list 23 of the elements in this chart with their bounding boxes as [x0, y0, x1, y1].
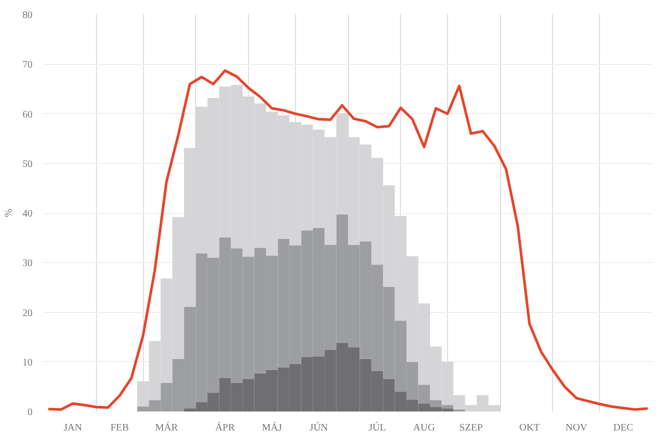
y-tick-label: 80 — [22, 10, 32, 21]
x-tick-label: JAN — [64, 422, 82, 434]
x-tick-label: DEC — [613, 422, 634, 434]
x-tick-label: JÚN — [310, 422, 328, 434]
y-tick-label: 50 — [22, 158, 32, 170]
x-tick-label: JÚL — [368, 422, 386, 434]
x-tick-label: SZEP — [459, 422, 484, 434]
x-tick-label: MÁJ — [262, 422, 282, 434]
y-axis-title: % — [4, 208, 14, 218]
x-tick-label: NOV — [566, 422, 588, 434]
x-tick-label: ÁPR — [215, 422, 236, 434]
y-tick-label: 30 — [22, 258, 32, 270]
line-series — [48, 69, 648, 411]
x-tick-label: MÁR — [155, 422, 178, 434]
y-tick-label: 40 — [22, 208, 32, 220]
y-tick-label: 70 — [22, 60, 32, 71]
y-tick-label: 10 — [22, 357, 32, 368]
y-tick-label: 60 — [22, 109, 32, 120]
x-tick-label: FEB — [110, 422, 130, 434]
y-tick-label: 0 — [28, 407, 32, 418]
x-tick-label: AUG — [413, 422, 435, 434]
x-tick-label: OKT — [519, 422, 540, 434]
y-tick-label: 20 — [22, 308, 32, 319]
